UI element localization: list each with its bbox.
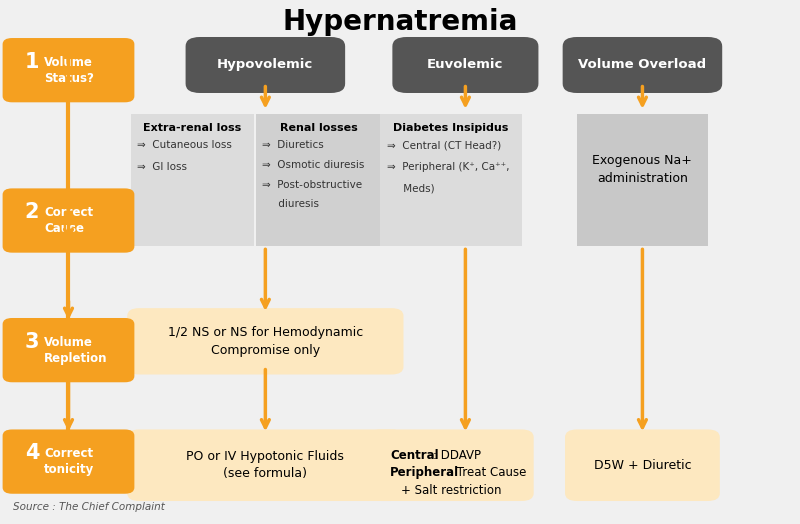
Text: Peripheral: Peripheral — [390, 466, 459, 479]
Text: Source : The Chief Complaint: Source : The Chief Complaint — [13, 502, 165, 512]
FancyBboxPatch shape — [2, 38, 134, 102]
Text: Correct
tonicity: Correct tonicity — [44, 447, 94, 476]
Text: + Salt restriction: + Salt restriction — [401, 484, 502, 497]
FancyBboxPatch shape — [2, 318, 134, 383]
Text: 1: 1 — [25, 52, 39, 72]
FancyBboxPatch shape — [369, 430, 534, 501]
Text: Central: Central — [390, 449, 438, 462]
FancyBboxPatch shape — [2, 189, 134, 253]
Text: Extra-renal loss: Extra-renal loss — [143, 123, 242, 133]
Text: : Treat Cause: : Treat Cause — [449, 466, 526, 479]
Text: 2: 2 — [25, 202, 39, 222]
Text: diuresis: diuresis — [262, 199, 319, 209]
Text: Correct
Cause: Correct Cause — [44, 206, 93, 235]
Text: Hypovolemic: Hypovolemic — [218, 59, 314, 71]
Text: ⇒  Osmotic diuresis: ⇒ Osmotic diuresis — [262, 160, 365, 170]
Text: Volume
Status?: Volume Status? — [44, 56, 94, 85]
FancyBboxPatch shape — [565, 430, 720, 501]
Text: Volume
Repletion: Volume Repletion — [44, 336, 107, 365]
Text: PO or IV Hypotonic Fluids
(see formula): PO or IV Hypotonic Fluids (see formula) — [186, 450, 344, 481]
Bar — [131, 114, 254, 246]
Bar — [577, 114, 708, 246]
Text: Euvolemic: Euvolemic — [427, 59, 503, 71]
Bar — [381, 114, 522, 246]
Text: Hypernatremia: Hypernatremia — [282, 8, 518, 37]
FancyBboxPatch shape — [127, 430, 403, 501]
Text: ⇒  Central (CT Head?): ⇒ Central (CT Head?) — [387, 140, 501, 150]
Text: ⇒  Diuretics: ⇒ Diuretics — [262, 140, 324, 150]
Text: Diabetes Insipidus: Diabetes Insipidus — [394, 123, 509, 133]
Text: Meds): Meds) — [387, 184, 434, 194]
Text: ⇒  Cutaneous loss: ⇒ Cutaneous loss — [137, 140, 232, 150]
FancyBboxPatch shape — [2, 430, 134, 494]
FancyBboxPatch shape — [186, 37, 345, 93]
Text: ⇒  Post-obstructive: ⇒ Post-obstructive — [262, 180, 362, 190]
Text: ⇒  GI loss: ⇒ GI loss — [137, 162, 187, 172]
FancyBboxPatch shape — [562, 37, 722, 93]
Text: Exogenous Na+
administration: Exogenous Na+ administration — [593, 155, 692, 185]
FancyBboxPatch shape — [127, 308, 403, 375]
Text: ⇒  Peripheral (K⁺, Ca⁺⁺,: ⇒ Peripheral (K⁺, Ca⁺⁺, — [387, 162, 510, 172]
Text: Volume Overload: Volume Overload — [578, 59, 706, 71]
Text: 1/2 NS or NS for Hemodynamic
Compromise only: 1/2 NS or NS for Hemodynamic Compromise … — [168, 326, 363, 356]
Text: 3: 3 — [25, 332, 39, 352]
Text: Renal losses: Renal losses — [281, 123, 358, 133]
Bar — [256, 114, 383, 246]
Text: : DDAVP: : DDAVP — [433, 449, 481, 462]
FancyBboxPatch shape — [392, 37, 538, 93]
Text: D5W + Diuretic: D5W + Diuretic — [594, 458, 691, 472]
Text: 4: 4 — [25, 443, 39, 463]
